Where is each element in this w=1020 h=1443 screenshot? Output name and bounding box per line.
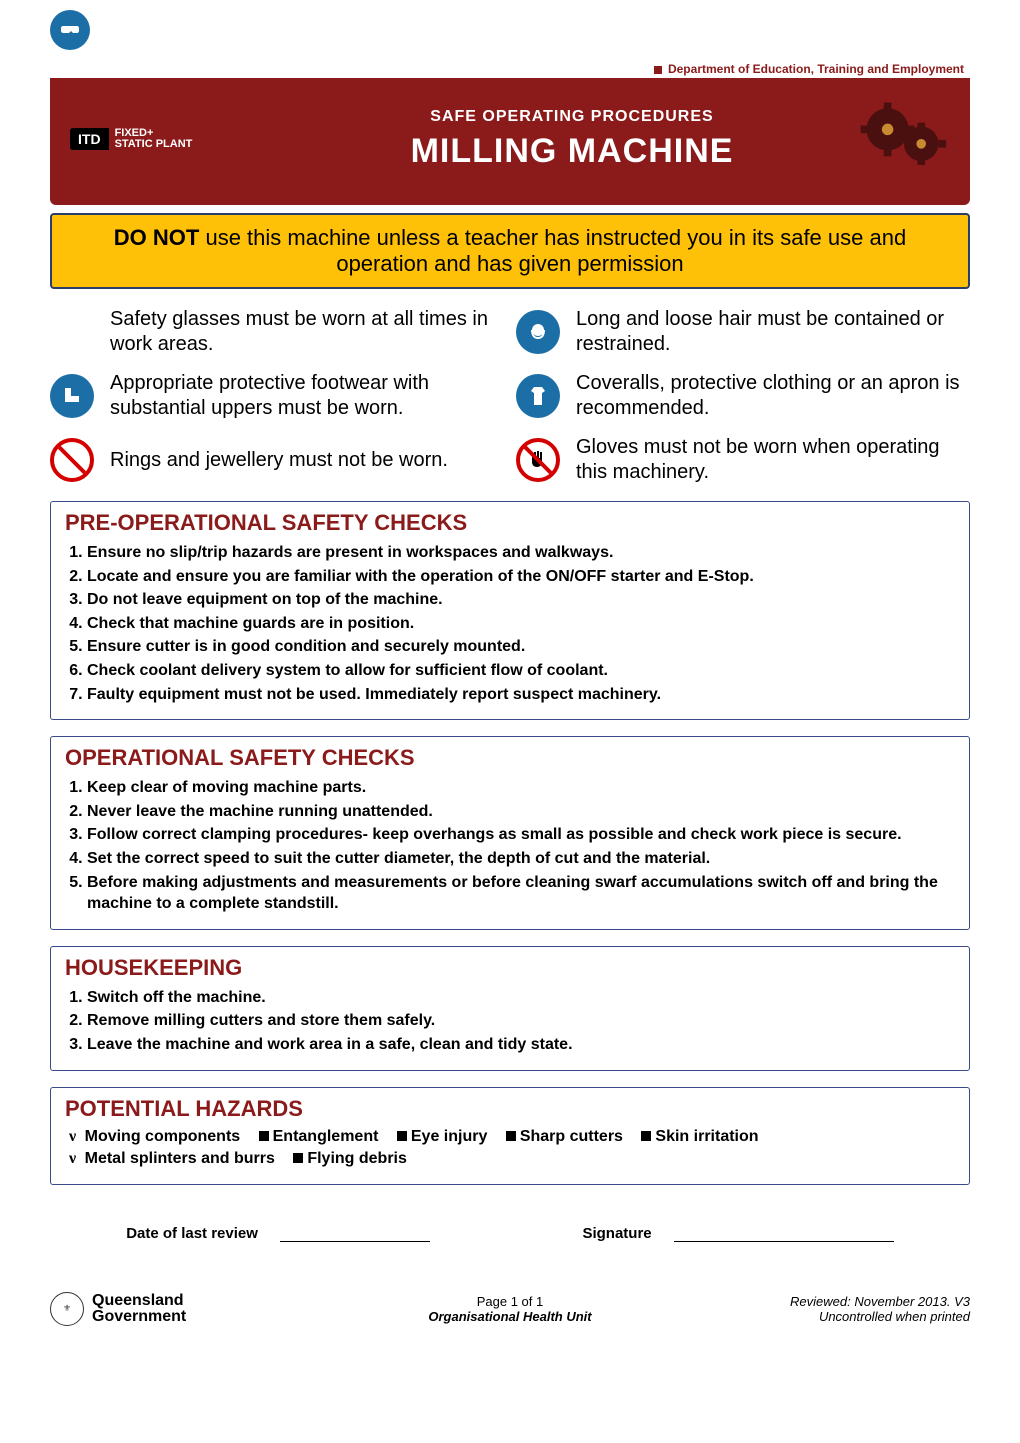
ppe-footwear-text: Appropriate protective footwear with sub… <box>110 371 504 421</box>
qld-line1: Queensland <box>92 1292 184 1309</box>
section-hazards: POTENTIAL HAZARDS ν Moving components En… <box>50 1087 970 1185</box>
department-bar: Department of Education, Training and Em… <box>50 60 970 81</box>
itd-line2: STATIC PLANT <box>115 138 193 150</box>
warning-text: use this machine unless a teacher has in… <box>199 225 906 276</box>
list-item: Switch off the machine. <box>87 987 955 1009</box>
qld-gov-text: Queensland Government <box>92 1293 186 1325</box>
date-line <box>280 1241 430 1242</box>
itd-flag: ITD FIXED+ STATIC PLANT <box>70 128 192 150</box>
list-item: Leave the machine and work area in a saf… <box>87 1034 955 1056</box>
header-subheading: SAFE OPERATING PROCEDURES <box>290 108 854 126</box>
nu-bullet-icon: ν <box>65 1128 80 1145</box>
hazard-item: Moving components <box>85 1128 241 1145</box>
goggles-mini-icon <box>50 10 90 50</box>
signature-line <box>674 1241 894 1242</box>
itd-flag-subtext: FIXED+ STATIC PLANT <box>109 128 193 150</box>
section-op: OPERATIONAL SAFETY CHECKS Keep clear of … <box>50 736 970 930</box>
square-bullet-icon <box>654 66 662 74</box>
section-preop-title: PRE-OPERATIONAL SAFETY CHECKS <box>65 510 955 536</box>
uncontrolled-line: Uncontrolled when printed <box>663 1309 970 1324</box>
square-bullet-icon <box>641 1131 651 1141</box>
footer-right: Reviewed: November 2013. V3 Uncontrolled… <box>663 1294 970 1324</box>
footer: ⚜ Queensland Government Page 1 of 1 Orga… <box>50 1292 970 1326</box>
header-title: MILLING MACHINE <box>290 132 854 171</box>
section-op-title: OPERATIONAL SAFETY CHECKS <box>65 745 955 771</box>
qld-gov-mark: ⚜ Queensland Government <box>50 1292 357 1326</box>
signature: Signature <box>582 1225 893 1242</box>
hazard-item: Entanglement <box>273 1128 379 1145</box>
gears-icon <box>854 91 950 187</box>
footer-center: Page 1 of 1 Organisational Health Unit <box>357 1294 664 1324</box>
list-item: Never leave the machine running unattend… <box>87 801 955 823</box>
list-item: Keep clear of moving machine parts. <box>87 777 955 799</box>
warning-bold: DO NOT <box>114 225 200 250</box>
ppe-jewellery-text: Rings and jewellery must not be worn. <box>110 448 504 473</box>
hazard-item: Metal splinters and burrs <box>85 1150 275 1167</box>
org-unit: Organisational Health Unit <box>357 1309 664 1324</box>
ppe-glasses-text: Safety glasses must be worn at all times… <box>110 307 504 357</box>
page-number: Page 1 of 1 <box>357 1294 664 1309</box>
hazards-line-2: ν Metal splinters and burrs Flying debri… <box>65 1150 955 1168</box>
square-bullet-icon <box>259 1131 269 1141</box>
list-item: Ensure cutter is in good condition and s… <box>87 636 955 658</box>
goggles-icon <box>58 18 82 42</box>
signature-label: Signature <box>582 1225 651 1242</box>
square-bullet-icon <box>397 1131 407 1141</box>
ppe-grid: Safety glasses must be worn at all times… <box>50 307 970 485</box>
boot-icon <box>50 374 94 418</box>
coveralls-icon <box>516 374 560 418</box>
hazard-item: Skin irritation <box>655 1128 758 1145</box>
section-preop: PRE-OPERATIONAL SAFETY CHECKS Ensure no … <box>50 501 970 720</box>
ppe-hair-text: Long and loose hair must be contained or… <box>576 307 970 357</box>
list-item: Remove milling cutters and store them sa… <box>87 1010 955 1032</box>
reviewed-line: Reviewed: November 2013. V3 <box>663 1294 970 1309</box>
list-item: Before making adjustments and measuremen… <box>87 872 955 915</box>
crest-icon: ⚜ <box>50 1292 84 1326</box>
hazards-line-1: ν Moving components Entanglement Eye inj… <box>65 1128 955 1146</box>
list-item: Locate and ensure you are familiar with … <box>87 566 955 588</box>
ppe-gloves-text: Gloves must not be worn when operating t… <box>576 435 970 485</box>
hazard-item: Flying debris <box>307 1150 407 1167</box>
department-name: Department of Education, Training and Em… <box>668 62 964 76</box>
section-housekeeping-list: Switch off the machine. Remove milling c… <box>65 987 955 1056</box>
list-item: Follow correct clamping procedures- keep… <box>87 824 955 846</box>
section-housekeeping-title: HOUSEKEEPING <box>65 955 955 981</box>
section-op-list: Keep clear of moving machine parts. Neve… <box>65 777 955 915</box>
ppe-coveralls-text: Coveralls, protective clothing or an apr… <box>576 371 970 421</box>
header-center: SAFE OPERATING PROCEDURES MILLING MACHIN… <box>290 108 854 171</box>
square-bullet-icon <box>293 1153 303 1163</box>
header-banner: ITD FIXED+ STATIC PLANT SAFE OPERATING P… <box>50 81 970 205</box>
section-hazards-title: POTENTIAL HAZARDS <box>65 1096 955 1122</box>
hazard-item: Sharp cutters <box>520 1128 623 1145</box>
list-item: Check that machine guards are in positio… <box>87 613 955 635</box>
qld-line2: Government <box>92 1308 186 1325</box>
no-gloves-icon <box>516 438 560 482</box>
section-housekeeping: HOUSEKEEPING Switch off the machine. Rem… <box>50 946 970 1071</box>
date-label: Date of last review <box>126 1225 258 1242</box>
square-bullet-icon <box>506 1131 516 1141</box>
section-preop-list: Ensure no slip/trip hazards are present … <box>65 542 955 705</box>
hair-icon <box>516 310 560 354</box>
list-item: Check coolant delivery system to allow f… <box>87 660 955 682</box>
signoff-row: Date of last review Signature <box>50 1225 970 1242</box>
hazard-item: Eye injury <box>411 1128 487 1145</box>
list-item: Set the correct speed to suit the cutter… <box>87 848 955 870</box>
header-left: ITD FIXED+ STATIC PLANT <box>70 128 270 150</box>
nu-bullet-icon: ν <box>65 1150 80 1167</box>
itd-flag-badge: ITD <box>70 128 109 150</box>
no-jewellery-icon <box>50 438 94 482</box>
warning-bar: DO NOT use this machine unless a teacher… <box>50 213 970 289</box>
list-item: Ensure no slip/trip hazards are present … <box>87 542 955 564</box>
date-of-review: Date of last review <box>126 1225 430 1242</box>
list-item: Do not leave equipment on top of the mac… <box>87 589 955 611</box>
list-item: Faulty equipment must not be used. Immed… <box>87 684 955 706</box>
